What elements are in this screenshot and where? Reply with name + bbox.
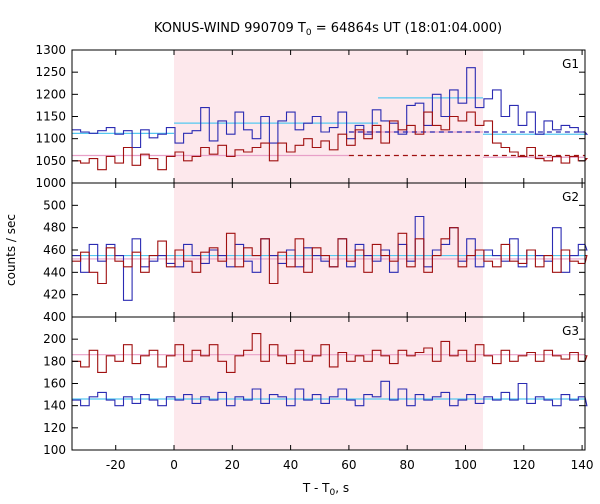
y-tick-label: 1100 [35,132,66,146]
y-tick-label: 1050 [35,154,66,168]
y-tick-label: 460 [43,243,66,257]
panel-g1 [72,67,589,171]
panels-layer [72,67,589,407]
y-tick-label: 160 [43,377,66,391]
labels-layer: G11000105011001150120012501300G240042044… [35,43,593,472]
panel-label: G3 [562,324,579,338]
y-tick-label: 140 [43,399,66,413]
y-tick-label: 200 [43,332,66,346]
shaded-region-layer [174,50,483,450]
x-tick-label: -20 [106,458,126,472]
series-line-red [72,333,588,373]
y-tick-label: 420 [43,288,66,302]
x-tick-label: 120 [512,458,535,472]
x-tick-label: 0 [170,458,178,472]
x-tick-label: 140 [571,458,594,472]
y-tick-label: 440 [43,265,66,279]
panel-label: G1 [562,57,579,71]
x-tick-label: 20 [225,458,240,472]
frame-layer [71,49,586,451]
chart-title: KONUS-WIND 990709 T0 = 64864s UT (18:01:… [154,21,502,38]
x-axis-label: T - T0, s [302,481,349,498]
panel-frame [71,316,586,451]
y-tick-label: 1250 [35,65,66,79]
y-axis-label: counts / sec [4,214,18,286]
series-line-blue [72,380,588,407]
y-tick-label: 1000 [35,176,66,190]
y-tick-label: 1150 [35,110,66,124]
series-line-red [72,111,589,171]
y-tick-label: 1300 [35,43,66,57]
x-tick-label: 40 [283,458,298,472]
y-tick-label: 120 [43,421,66,435]
x-tick-label: 60 [341,458,356,472]
y-tick-label: 500 [43,198,66,212]
y-tick-label: 180 [43,354,66,368]
shaded-interval [174,50,483,450]
x-tick-label: 100 [454,458,477,472]
series-line-blue [72,67,589,149]
panel-label: G2 [562,190,579,204]
y-tick-label: 400 [43,310,66,324]
panel-g3 [72,333,588,407]
y-tick-label: 100 [43,443,66,457]
series-line-red [72,227,588,285]
y-tick-label: 1200 [35,87,66,101]
panel-g2 [72,215,588,301]
y-tick-label: 480 [43,221,66,235]
x-tick-label: 80 [400,458,415,472]
